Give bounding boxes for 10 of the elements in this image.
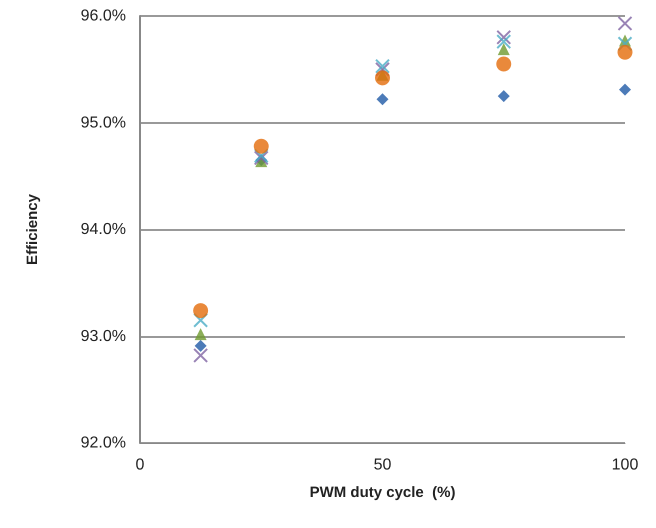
- y-axis-title: Efficiency: [24, 193, 41, 265]
- y-tick-label: 93.0%: [80, 328, 126, 345]
- x-axis-title: PWM duty cycle (%): [310, 484, 456, 501]
- x-tick-label: 0: [136, 456, 145, 474]
- y-tick-label: 96.0%: [80, 8, 126, 24]
- y-tick-label: 95.0%: [80, 114, 126, 132]
- x-tick-label: 100: [612, 456, 638, 474]
- x-tick-label: 50: [374, 456, 392, 474]
- y-tick-label: 92.0%: [80, 434, 126, 452]
- y-tick-label: 94.0%: [80, 221, 126, 238]
